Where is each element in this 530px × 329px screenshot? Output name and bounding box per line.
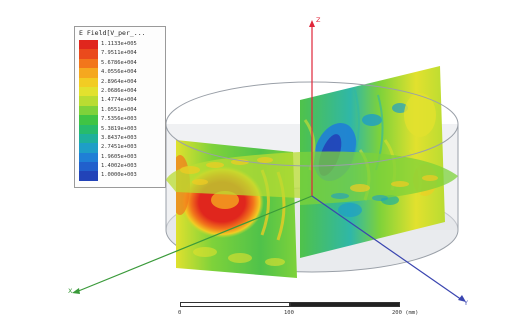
legend-swatch — [79, 77, 98, 87]
legend-value: 4.0556e+004 — [101, 69, 137, 76]
legend-value: 1.0000e+003 — [101, 172, 137, 179]
legend-value: 2.8964e+004 — [101, 78, 137, 85]
legend-entry: 1.1133e+005 — [79, 40, 171, 50]
legend-value: 1.1133e+005 — [101, 41, 137, 47]
scale-bar: 0 100 200 (mm) — [178, 302, 419, 316]
legend-title: E Field[V_per_... — [79, 29, 146, 37]
legend-entry: 1.0000e+003 — [79, 171, 171, 181]
legend-value: 2.7451e+003 — [101, 144, 137, 151]
legend-value: 1.9605e+003 — [101, 153, 137, 160]
legend-swatch — [79, 152, 98, 163]
scale-label-100: 100 — [284, 310, 294, 316]
legend-entry: 1.4774e+004 — [79, 96, 171, 106]
legend-swatch — [79, 162, 98, 172]
y-axis — [311, 195, 463, 301]
legend-entry: 1.4002e+003 — [79, 162, 171, 172]
legend-entry: 5.6786e+004 — [79, 58, 171, 69]
legend-value: 3.8437e+003 — [101, 134, 137, 141]
legend-swatch — [79, 124, 98, 134]
scale-label-0: 0 — [178, 310, 182, 316]
legend-entry: 7.5356e+003 — [79, 115, 171, 125]
legend-swatch — [79, 171, 98, 181]
legend-value: 1.4774e+004 — [101, 97, 137, 104]
color-legend: E Field[V_per_... 1.1133e+005 7.9511e+004… — [74, 26, 166, 188]
legend-scale: 1.1133e+005 7.9511e+004 5.6786e+004 4.0556e… — [79, 40, 171, 181]
legend-value: 7.5356e+003 — [101, 116, 137, 123]
legend-entry: 3.8437e+003 — [79, 133, 171, 144]
legend-entry: 1.9605e+003 — [79, 152, 171, 163]
legend-value: 7.9511e+004 — [101, 50, 137, 57]
legend-swatch — [79, 143, 98, 153]
legend-value: 1.4002e+003 — [101, 163, 137, 170]
legend-value: 2.0686e+004 — [101, 87, 137, 94]
scale-label-200: 200 (mm) — [392, 310, 419, 316]
legend-swatch — [79, 115, 98, 125]
x-axis-label: X — [68, 287, 73, 295]
legend-entry: 2.7451e+003 — [79, 143, 171, 153]
legend-swatch — [79, 96, 98, 106]
legend-entry: 1.0551e+004 — [79, 105, 171, 116]
legend-entry: 5.3819e+003 — [79, 124, 171, 134]
legend-value: 5.3819e+003 — [101, 125, 137, 132]
legend-swatch — [79, 133, 98, 144]
legend-entry: 2.0686e+004 — [79, 86, 171, 97]
coordinate-axes — [72, 20, 466, 302]
x-axis — [75, 195, 313, 293]
legend-entry: 7.9511e+004 — [79, 49, 171, 59]
y-axis-label: Y — [464, 299, 468, 307]
legend-swatch — [79, 49, 98, 59]
legend-entry: 2.8964e+004 — [79, 77, 171, 87]
z-axis-label: Z — [316, 16, 321, 24]
legend-swatch — [79, 58, 98, 69]
legend-swatch — [79, 105, 98, 116]
legend-swatch — [79, 86, 98, 97]
legend-value: 1.0551e+004 — [101, 106, 137, 113]
legend-swatch — [79, 40, 98, 50]
legend-swatch — [79, 68, 98, 78]
legend-entry: 4.0556e+004 — [79, 68, 171, 78]
legend-value: 5.6786e+004 — [101, 59, 137, 66]
